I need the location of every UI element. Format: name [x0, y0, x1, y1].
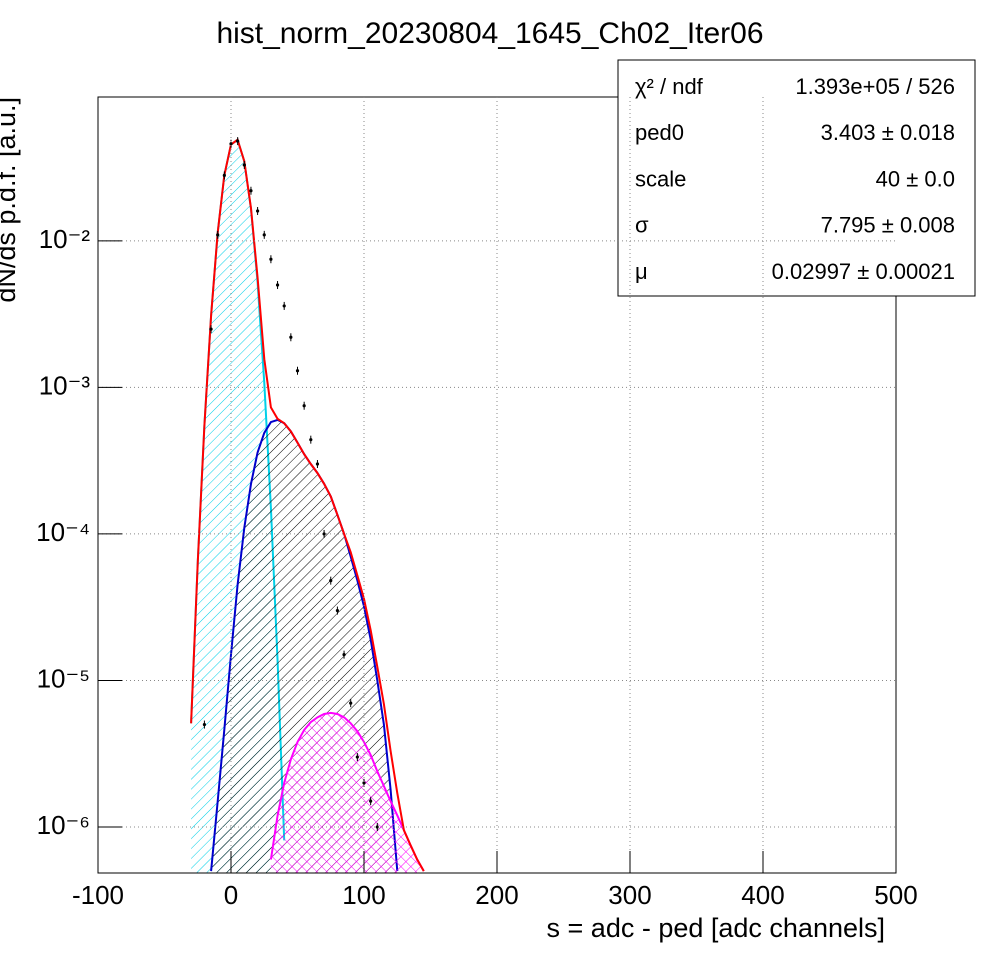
- stats-label: σ: [635, 213, 649, 238]
- data-point: [275, 283, 280, 287]
- data-point: [282, 304, 286, 308]
- stats-label: μ: [635, 259, 648, 284]
- data-point: [222, 173, 226, 177]
- x-tick-label: 100: [342, 880, 385, 910]
- fit-curve: [269, 711, 425, 872]
- stats-label: scale: [635, 166, 686, 191]
- stats-label: χ² / ndf: [635, 74, 704, 99]
- data-point: [322, 532, 326, 536]
- y-tick-label: 10⁻⁶: [37, 810, 90, 840]
- y-tick-label: 10⁻⁴: [36, 517, 90, 547]
- data-point: [209, 327, 213, 331]
- data-point: [369, 799, 373, 803]
- y-tick-label: 10⁻²: [39, 224, 91, 254]
- stats-value: 3.403 ± 0.018: [821, 120, 955, 145]
- data-point: [289, 335, 293, 339]
- data-point: [216, 233, 220, 237]
- plot-area: [190, 137, 425, 873]
- stats-value: 40 ± 0.0: [876, 166, 955, 191]
- stats-label: ped0: [635, 120, 684, 145]
- x-tick-label: 0: [224, 880, 238, 910]
- hatch-fill: [270, 712, 424, 873]
- x-tick-label: 500: [874, 880, 917, 910]
- data-point: [229, 142, 233, 146]
- x-tick-label: 200: [475, 880, 518, 910]
- fit-curve: [190, 138, 425, 872]
- data-point: [269, 257, 273, 261]
- x-axis-label: s = adc - ped [adc channels]: [547, 913, 885, 943]
- y-tick-label: 10⁻⁵: [37, 663, 90, 693]
- stats-value: 0.02997 ± 0.00021: [772, 259, 955, 284]
- data-point: [302, 404, 306, 408]
- data-point: [335, 608, 339, 613]
- data-point: [256, 209, 260, 213]
- data-point: [349, 701, 353, 705]
- data-point: [375, 825, 379, 829]
- stats-value: 1.393e+05 / 526: [795, 74, 955, 99]
- data-point: [355, 755, 359, 759]
- data-point: [202, 722, 206, 727]
- x-tick-label: 400: [741, 880, 784, 910]
- stats-value: 7.795 ± 0.008: [821, 213, 955, 238]
- y-tick-label: 10⁻³: [39, 370, 91, 400]
- data-point: [242, 163, 246, 167]
- y-axis-label: dN/ds p.d.f. [a.u.]: [0, 97, 21, 303]
- data-point: [236, 139, 240, 143]
- data-point: [342, 653, 346, 657]
- x-tick-label: 300: [608, 880, 651, 910]
- data-point: [315, 462, 320, 466]
- data-point: [262, 233, 266, 237]
- data-point: [249, 189, 253, 193]
- chart-title: hist_norm_20230804_1645_Ch02_Iter06: [216, 17, 763, 50]
- data-point: [295, 369, 300, 373]
- x-tick-label: -100: [72, 880, 124, 910]
- data-point: [362, 781, 366, 785]
- data-point: [309, 438, 313, 442]
- data-point: [329, 579, 333, 583]
- stats-box: [617, 59, 976, 297]
